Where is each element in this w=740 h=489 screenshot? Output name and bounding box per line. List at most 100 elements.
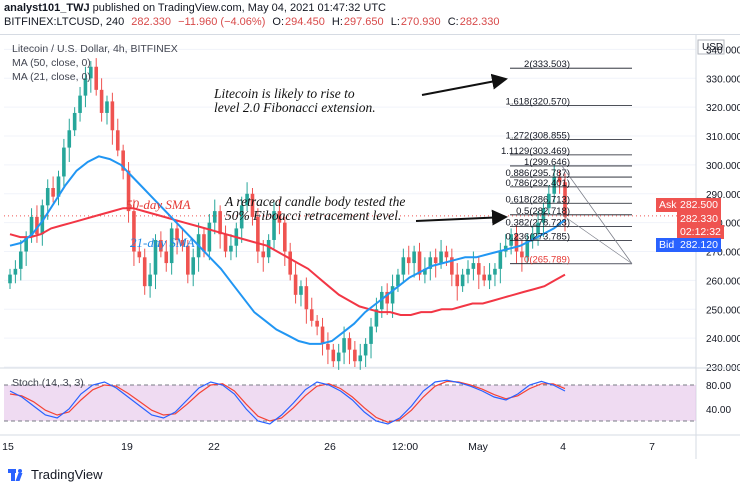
price-chart-svg[interactable]: 340.000 330.000 320.000 310.000 300.000 290.0… <box>0 35 740 459</box>
candle-down <box>218 211 222 235</box>
price-tick: 240.000 <box>706 334 740 345</box>
publish-text: published on TradingView.com, May 04, 20… <box>92 2 386 14</box>
price-change: −11.960 (−4.06%) <box>178 16 266 28</box>
tradingview-logo[interactable]: TradingView <box>8 467 103 482</box>
candle-up <box>89 66 93 79</box>
symbol-label: BITFINEX:LTCUSD, 240 <box>4 16 125 28</box>
fib-trendline <box>561 165 633 264</box>
candle-up <box>207 222 212 252</box>
ma50-line <box>9 207 566 316</box>
candle-down <box>304 286 309 310</box>
candle-down <box>557 176 562 183</box>
price-tick: 330.000 <box>706 74 740 85</box>
candle-down <box>406 257 411 264</box>
candle-up <box>471 263 476 269</box>
candle-down <box>347 338 352 350</box>
candle-down <box>476 263 481 275</box>
low-key: L: <box>390 16 400 28</box>
candle-up <box>369 326 373 344</box>
candle-up <box>412 251 416 264</box>
candle-up <box>530 234 535 240</box>
forecast-annotation: Litecoin is likely to rise to level 2.0 … <box>214 87 376 115</box>
candle-up <box>498 251 503 269</box>
candle-down <box>455 274 460 287</box>
candle-down <box>51 188 55 197</box>
candle-up <box>72 112 77 131</box>
retrace-arrow <box>415 209 508 226</box>
candle-up <box>148 274 152 287</box>
candle-up <box>509 234 513 246</box>
candle-down <box>288 251 292 275</box>
candle-up <box>62 147 66 177</box>
chart-area[interactable]: 340.000 330.000 320.000 310.000 300.000 290.0… <box>0 34 740 459</box>
stoch-tick: 40.00 <box>706 405 731 416</box>
price-tick: 290.000 <box>706 190 740 201</box>
last-price-box: 282.330 <box>677 212 721 226</box>
brand-name: TradingView <box>31 467 103 482</box>
time-tick: 19 <box>121 441 133 453</box>
candle-down <box>450 257 454 275</box>
candle-down <box>126 170 131 212</box>
candle-up <box>439 251 443 264</box>
candle-up <box>45 188 50 206</box>
price-tick: 250.000 <box>706 305 740 316</box>
ask-price: 282.500 <box>677 198 721 212</box>
candle-up <box>56 176 61 197</box>
stoch-d-line <box>9 380 566 423</box>
candle-up <box>536 222 540 235</box>
candle-up <box>487 274 492 281</box>
price-tick: 260.000 <box>706 276 740 287</box>
candle-down <box>563 182 567 217</box>
time-tick: 12:00 <box>392 441 418 453</box>
close-key: C: <box>447 16 459 28</box>
open-value: 294.450 <box>285 16 325 28</box>
candle-up <box>541 208 546 223</box>
candle-up <box>428 257 433 269</box>
candle-up <box>24 237 28 252</box>
fib-label: 0.618(286.713) <box>506 194 570 205</box>
candle-down <box>320 326 325 344</box>
time-tick: 26 <box>324 441 336 453</box>
candle-up <box>266 239 271 258</box>
forecast-line-2: level 2.0 Fibonacci extension. <box>214 100 376 115</box>
countdown-box: 02:12:32 <box>677 225 724 239</box>
candle-up <box>547 193 551 209</box>
candle-down <box>326 343 330 350</box>
candle-down <box>261 251 266 258</box>
low-value: 270.930 <box>400 16 441 28</box>
candle-up <box>342 338 346 353</box>
time-tick: 22 <box>208 441 220 453</box>
candle-up <box>272 211 276 240</box>
candle-up <box>245 193 249 206</box>
candle-up <box>363 343 368 356</box>
candle-up <box>29 216 34 238</box>
candle-down <box>482 274 486 281</box>
candle-down <box>186 245 190 275</box>
candle-up <box>78 95 82 113</box>
candle-up <box>212 211 217 223</box>
candle-down <box>256 216 260 252</box>
candle-down <box>175 228 179 240</box>
open-key: O: <box>272 16 285 28</box>
candle-down <box>353 349 357 362</box>
price-tick: 280.000 <box>706 219 740 230</box>
bid-label: Bid <box>656 238 678 252</box>
fib-label: 0.886(295.787) <box>506 168 570 179</box>
candle-down <box>223 234 228 252</box>
stoch-legend: Stoch (14, 3, 3) <box>12 377 84 389</box>
currency-label: USD <box>702 42 723 53</box>
candle-down <box>94 66 99 90</box>
candle-down <box>520 251 524 258</box>
candle-up <box>466 268 470 275</box>
time-tick: 4 <box>560 441 566 453</box>
forecast-arrow <box>421 73 508 96</box>
candle-down <box>315 320 319 327</box>
price-tick: 270.000 <box>706 248 740 259</box>
candle-down <box>115 130 120 151</box>
fib-label: 0.382(278.723) <box>506 217 570 228</box>
stoch-band <box>4 385 696 421</box>
forecast-line-1: Litecoin is likely to rise to <box>214 86 355 101</box>
stoch-k-line <box>9 379 566 425</box>
candle-down <box>132 211 136 252</box>
fib-label: 1.272(308.855) <box>506 130 570 141</box>
